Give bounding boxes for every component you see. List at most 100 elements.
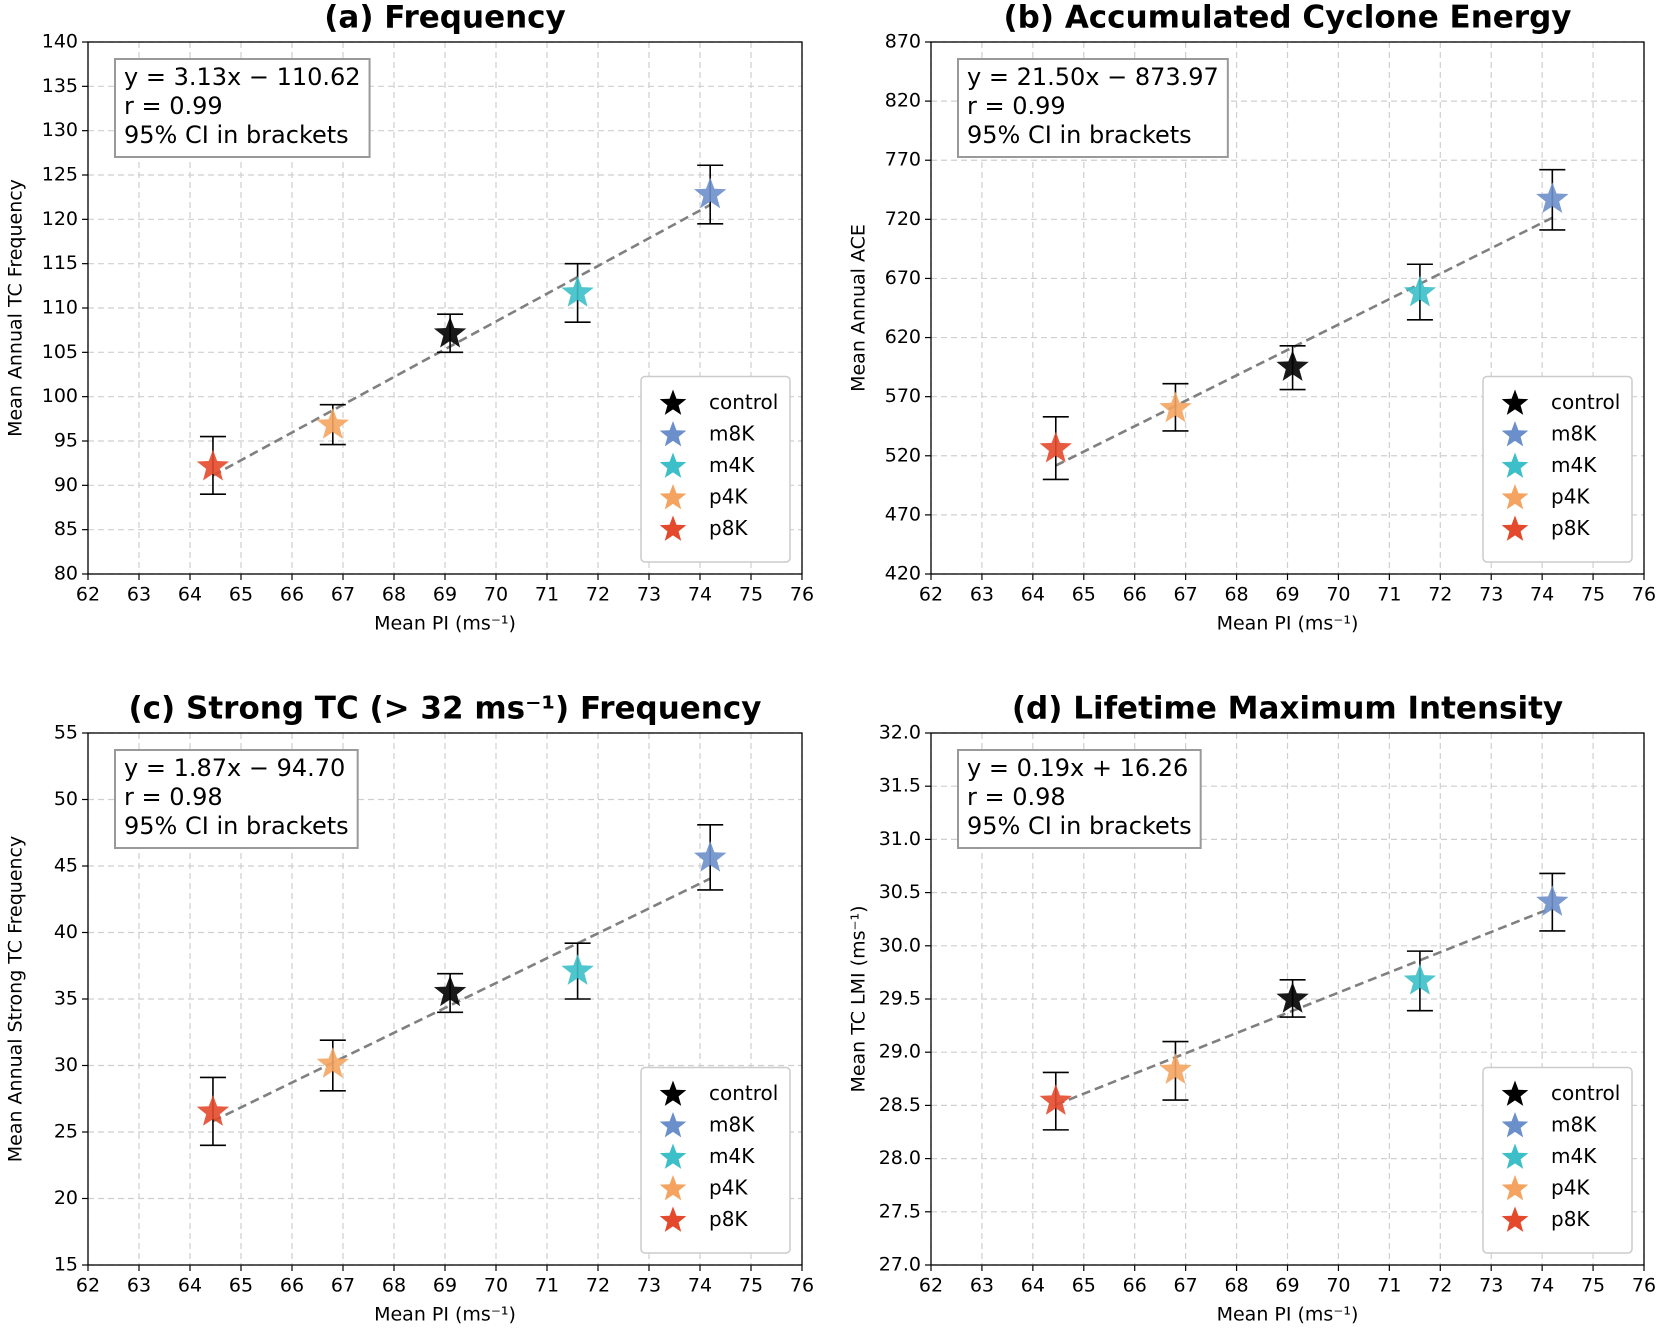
- annotation-box: [114, 749, 359, 849]
- legend: control m8K m4K p4K p8K: [640, 375, 791, 563]
- y-tick-label: 50: [54, 788, 78, 810]
- x-tick-label: 75: [1581, 584, 1605, 606]
- x-tick-label: 73: [1479, 1275, 1503, 1297]
- y-axis-label: Mean Annual TC Frequency: [5, 179, 27, 437]
- point: [694, 841, 727, 872]
- x-tick-label: 75: [739, 584, 763, 606]
- fit-line: [1055, 216, 1553, 467]
- legend-label: p4K: [1551, 1176, 1590, 1200]
- y-axis-label: Mean Annual Strong TC Frequency: [5, 836, 27, 1163]
- x-tick-label: 64: [1021, 1275, 1045, 1297]
- x-tick-label: 75: [739, 1275, 763, 1297]
- chart-title: (c) Strong TC (> 32 ms⁻¹) Frequency: [129, 691, 762, 727]
- legend-marker: [659, 389, 687, 415]
- y-tick-label: 31.0: [879, 828, 921, 850]
- x-tick-label: 65: [229, 584, 253, 606]
- annotation-line: 95% CI in brackets: [124, 121, 349, 149]
- x-tick-label: 69: [433, 584, 457, 606]
- x-tick-label: 70: [484, 584, 508, 606]
- legend-label: m8K: [709, 1113, 755, 1137]
- x-axis-label: Mean PI (ms⁻¹): [1217, 613, 1359, 635]
- y-tick-label: 130: [42, 119, 78, 141]
- point: [433, 316, 467, 348]
- x-tick-label: 66: [1123, 584, 1147, 606]
- x-tick-label: 76: [1632, 1275, 1656, 1297]
- y-tick-label: 125: [42, 164, 78, 186]
- x-tick-label: 73: [1479, 584, 1503, 606]
- annotation-line: r = 0.98: [124, 783, 223, 811]
- legend-marker: [659, 484, 687, 510]
- annotation-line: y = 3.13x − 110.62: [124, 63, 361, 91]
- x-tick-label: 74: [688, 584, 712, 606]
- subplot: 62 63 64 65 66 67 68 69 70 71 72 73 74 75 76 80 85 90 95 10…: [5, 0, 815, 635]
- legend-label: p4K: [709, 1176, 748, 1200]
- subplot: 62 63 64 65 66 67 68 69 70 71 72 73 74 75 76 420 470 520 5…: [848, 0, 1657, 635]
- y-tick-label: 115: [42, 252, 78, 274]
- x-tick-label: 68: [382, 584, 406, 606]
- legend-label: m8K: [709, 422, 755, 446]
- x-tick-label: 63: [970, 584, 994, 606]
- legend-label: m4K: [1551, 453, 1597, 477]
- legend-marker: [659, 1175, 687, 1201]
- x-tick-label: 69: [1275, 584, 1299, 606]
- x-tick-label: 62: [919, 1275, 943, 1297]
- x-tick-label: 76: [1632, 584, 1656, 606]
- x-tick-label: 70: [1326, 584, 1350, 606]
- annotation-line: y = 1.87x − 94.70: [124, 754, 345, 782]
- point: [1039, 1084, 1072, 1115]
- legend-box: [1482, 1066, 1633, 1254]
- point: [196, 449, 230, 481]
- point: [196, 1095, 230, 1126]
- legend-marker: [1501, 421, 1529, 447]
- legend-label: control: [1551, 390, 1620, 414]
- x-tick-label: 72: [1428, 1275, 1452, 1297]
- plot-frame: [930, 732, 1645, 1266]
- legend-marker: [1501, 1112, 1529, 1138]
- x-axis-label: Mean PI (ms⁻¹): [374, 1304, 516, 1326]
- x-tick-label: 75: [1581, 1275, 1605, 1297]
- y-tick-label: 28.0: [879, 1147, 921, 1169]
- legend-marker: [1501, 389, 1529, 415]
- x-tick-label: 74: [688, 1275, 712, 1297]
- point: [1159, 391, 1192, 423]
- x-tick-label: 65: [1072, 584, 1096, 606]
- point: [1039, 431, 1072, 463]
- x-tick-label: 69: [433, 1275, 457, 1297]
- x-tick-label: 69: [1275, 1275, 1299, 1297]
- point: [1403, 275, 1437, 307]
- x-tick-label: 67: [331, 1275, 355, 1297]
- y-tick-label: 870: [885, 31, 921, 53]
- x-tick-label: 68: [382, 1275, 406, 1297]
- x-tick-label: 66: [280, 1275, 304, 1297]
- legend-marker: [659, 1206, 687, 1232]
- y-tick-label: 135: [42, 75, 78, 97]
- annotation-box: [957, 749, 1202, 849]
- chart-title: (d) Lifetime Maximum Intensity: [1012, 691, 1563, 727]
- y-tick-label: 30.5: [879, 881, 921, 903]
- x-tick-label: 72: [1428, 584, 1452, 606]
- x-tick-label: 73: [637, 1275, 661, 1297]
- legend-marker: [1501, 1143, 1529, 1169]
- y-tick-label: 120: [42, 208, 78, 230]
- annotation-line: y = 0.19x + 16.26: [967, 754, 1188, 782]
- legend-label: p4K: [1551, 485, 1590, 509]
- x-tick-label: 66: [1123, 1275, 1147, 1297]
- y-axis-label: Mean Annual ACE: [848, 224, 870, 392]
- y-tick-label: 30.0: [879, 934, 921, 956]
- y-tick-label: 80: [54, 563, 78, 585]
- legend-label: control: [1551, 1081, 1620, 1105]
- legend-marker: [1501, 1206, 1529, 1232]
- y-tick-label: 27.0: [879, 1254, 921, 1276]
- legend-label: p8K: [709, 1207, 748, 1231]
- annotation-line: r = 0.98: [967, 783, 1066, 811]
- x-axis-label: Mean PI (ms⁻¹): [374, 613, 516, 635]
- y-tick-label: 105: [42, 341, 78, 363]
- legend-marker: [1501, 515, 1529, 541]
- annotation-line: y = 21.50x − 873.97: [967, 63, 1219, 91]
- legend-box: [640, 375, 791, 563]
- y-tick-label: 28.5: [879, 1094, 921, 1116]
- y-tick-label: 55: [54, 722, 78, 744]
